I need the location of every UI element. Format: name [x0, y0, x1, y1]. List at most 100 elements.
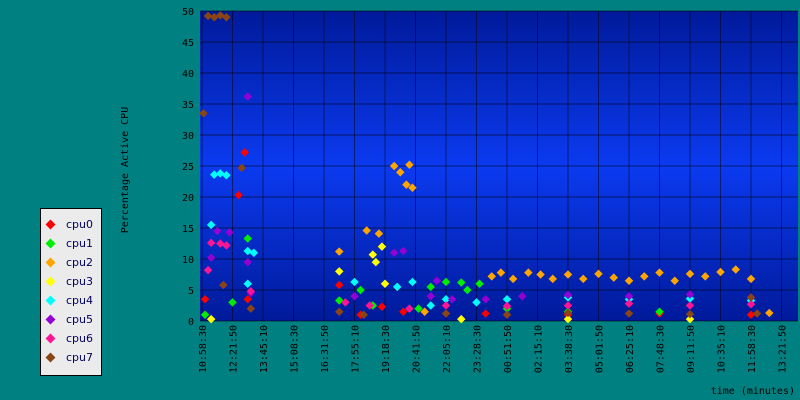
- point-cpu2: [536, 270, 545, 279]
- point-cpu2: [670, 276, 679, 285]
- point-cpu0: [335, 280, 344, 290]
- x-tick-label: 02:15:10: [534, 325, 545, 373]
- point-cpu2: [655, 268, 664, 277]
- point-cpu6: [746, 300, 756, 309]
- x-tick-label: 13:21:50: [778, 325, 789, 373]
- y-tick-label: 10: [182, 255, 194, 266]
- point-cpu1: [200, 310, 210, 320]
- point-cpu3: [457, 314, 466, 324]
- series-cpu6: [203, 238, 756, 313]
- legend-swatch: [45, 295, 56, 306]
- point-cpu2: [389, 161, 399, 171]
- point-cpu5: [350, 291, 359, 301]
- x-tick-label: 23:28:30: [473, 325, 484, 373]
- point-cpu4: [209, 170, 219, 179]
- point-cpu5: [225, 228, 234, 237]
- legend-label: cpu7: [66, 351, 94, 364]
- point-cpu6: [246, 286, 256, 296]
- point-cpu6: [685, 301, 695, 310]
- data-marks: [199, 11, 774, 324]
- x-axis-label: time (minutes): [711, 386, 795, 397]
- y-axis-ticks: 0 5 10 15 20 25 30 35 40 45 50: [182, 7, 194, 328]
- point-cpu1: [356, 285, 365, 295]
- y-axis-label: Percentage Active CPU: [120, 107, 131, 233]
- point-cpu2: [563, 270, 573, 279]
- legend-label: cpu5: [66, 313, 94, 326]
- y-tick-label: 20: [182, 193, 194, 204]
- point-cpu1: [457, 278, 466, 287]
- point-cpu4: [392, 282, 402, 292]
- x-axis-ticks: 10:58:30 12:21:50 13:45:10 15:08:30 16:31:50…: [198, 325, 789, 373]
- legend-item-cpu4: cpu4: [45, 293, 101, 311]
- series-cpu2: [335, 160, 774, 318]
- point-cpu6: [405, 304, 414, 313]
- y-tick-label: 45: [182, 38, 194, 49]
- point-cpu7: [746, 293, 756, 302]
- point-cpu4: [350, 277, 359, 287]
- legend-item-cpu3: cpu3: [45, 274, 101, 292]
- point-cpu4: [472, 298, 481, 307]
- point-cpu7: [359, 310, 368, 320]
- point-cpu7: [752, 309, 762, 318]
- point-cpu5: [426, 291, 435, 301]
- grid: [200, 10, 798, 322]
- x-tick-label: 10:58:30: [198, 325, 209, 373]
- point-cpu5: [685, 290, 695, 299]
- legend-swatch: [45, 276, 56, 287]
- point-cpu7: [246, 304, 256, 313]
- point-cpu5: [243, 257, 252, 267]
- point-cpu2: [731, 265, 740, 274]
- point-cpu2: [362, 226, 371, 235]
- point-cpu4: [408, 277, 417, 287]
- legend-item-cpu7: cpu7: [45, 350, 101, 368]
- point-cpu5: [213, 226, 222, 236]
- point-cpu1: [463, 285, 472, 295]
- x-tick-label: 00:51:50: [503, 325, 514, 373]
- point-cpu2: [701, 272, 710, 281]
- legend-label: cpu3: [66, 275, 94, 288]
- y-tick-label: 25: [182, 162, 194, 173]
- point-cpu0: [234, 190, 243, 200]
- point-cpu0: [240, 148, 249, 157]
- point-cpu7: [237, 163, 246, 173]
- x-tick-label: 16:31:50: [320, 325, 331, 373]
- point-cpu5: [432, 276, 442, 285]
- point-cpu4: [441, 295, 451, 304]
- point-cpu4: [685, 294, 695, 303]
- x-tick-label: 05:01:50: [595, 325, 606, 373]
- y-tick-label: 15: [182, 224, 194, 235]
- point-cpu2: [716, 267, 725, 277]
- x-tick-label: 12:21:50: [229, 325, 240, 373]
- point-cpu6: [502, 301, 512, 311]
- point-cpu5: [399, 246, 408, 256]
- point-cpu0: [200, 295, 210, 304]
- point-cpu2: [624, 276, 634, 285]
- x-tick-label: 13:45:10: [259, 325, 270, 373]
- point-cpu2: [685, 269, 695, 279]
- point-cpu1: [475, 279, 484, 289]
- point-cpu0: [377, 302, 387, 311]
- point-cpu2: [335, 247, 344, 256]
- y-tick-label: 0: [188, 317, 194, 328]
- point-cpu2: [765, 308, 774, 318]
- point-cpu2: [496, 268, 506, 277]
- point-cpu2: [402, 180, 411, 189]
- point-cpu6: [206, 238, 216, 248]
- point-cpu5: [481, 295, 490, 304]
- point-cpu7: [502, 310, 512, 320]
- point-cpu2: [487, 272, 496, 281]
- point-cpu2: [640, 272, 649, 281]
- point-cpu2: [548, 274, 557, 284]
- point-cpu1: [655, 307, 664, 316]
- point-cpu2: [609, 273, 618, 282]
- point-cpu2: [420, 307, 429, 316]
- point-cpu2: [746, 274, 756, 284]
- point-cpu5: [624, 291, 634, 301]
- x-tick-label: 03:38:30: [564, 325, 575, 373]
- y-tick-label: 35: [182, 100, 194, 111]
- point-cpu7: [624, 309, 634, 318]
- point-cpu5: [389, 248, 399, 258]
- legend-swatch: [45, 257, 56, 268]
- legend-item-cpu1: cpu1: [45, 236, 101, 254]
- point-cpu2: [579, 274, 588, 284]
